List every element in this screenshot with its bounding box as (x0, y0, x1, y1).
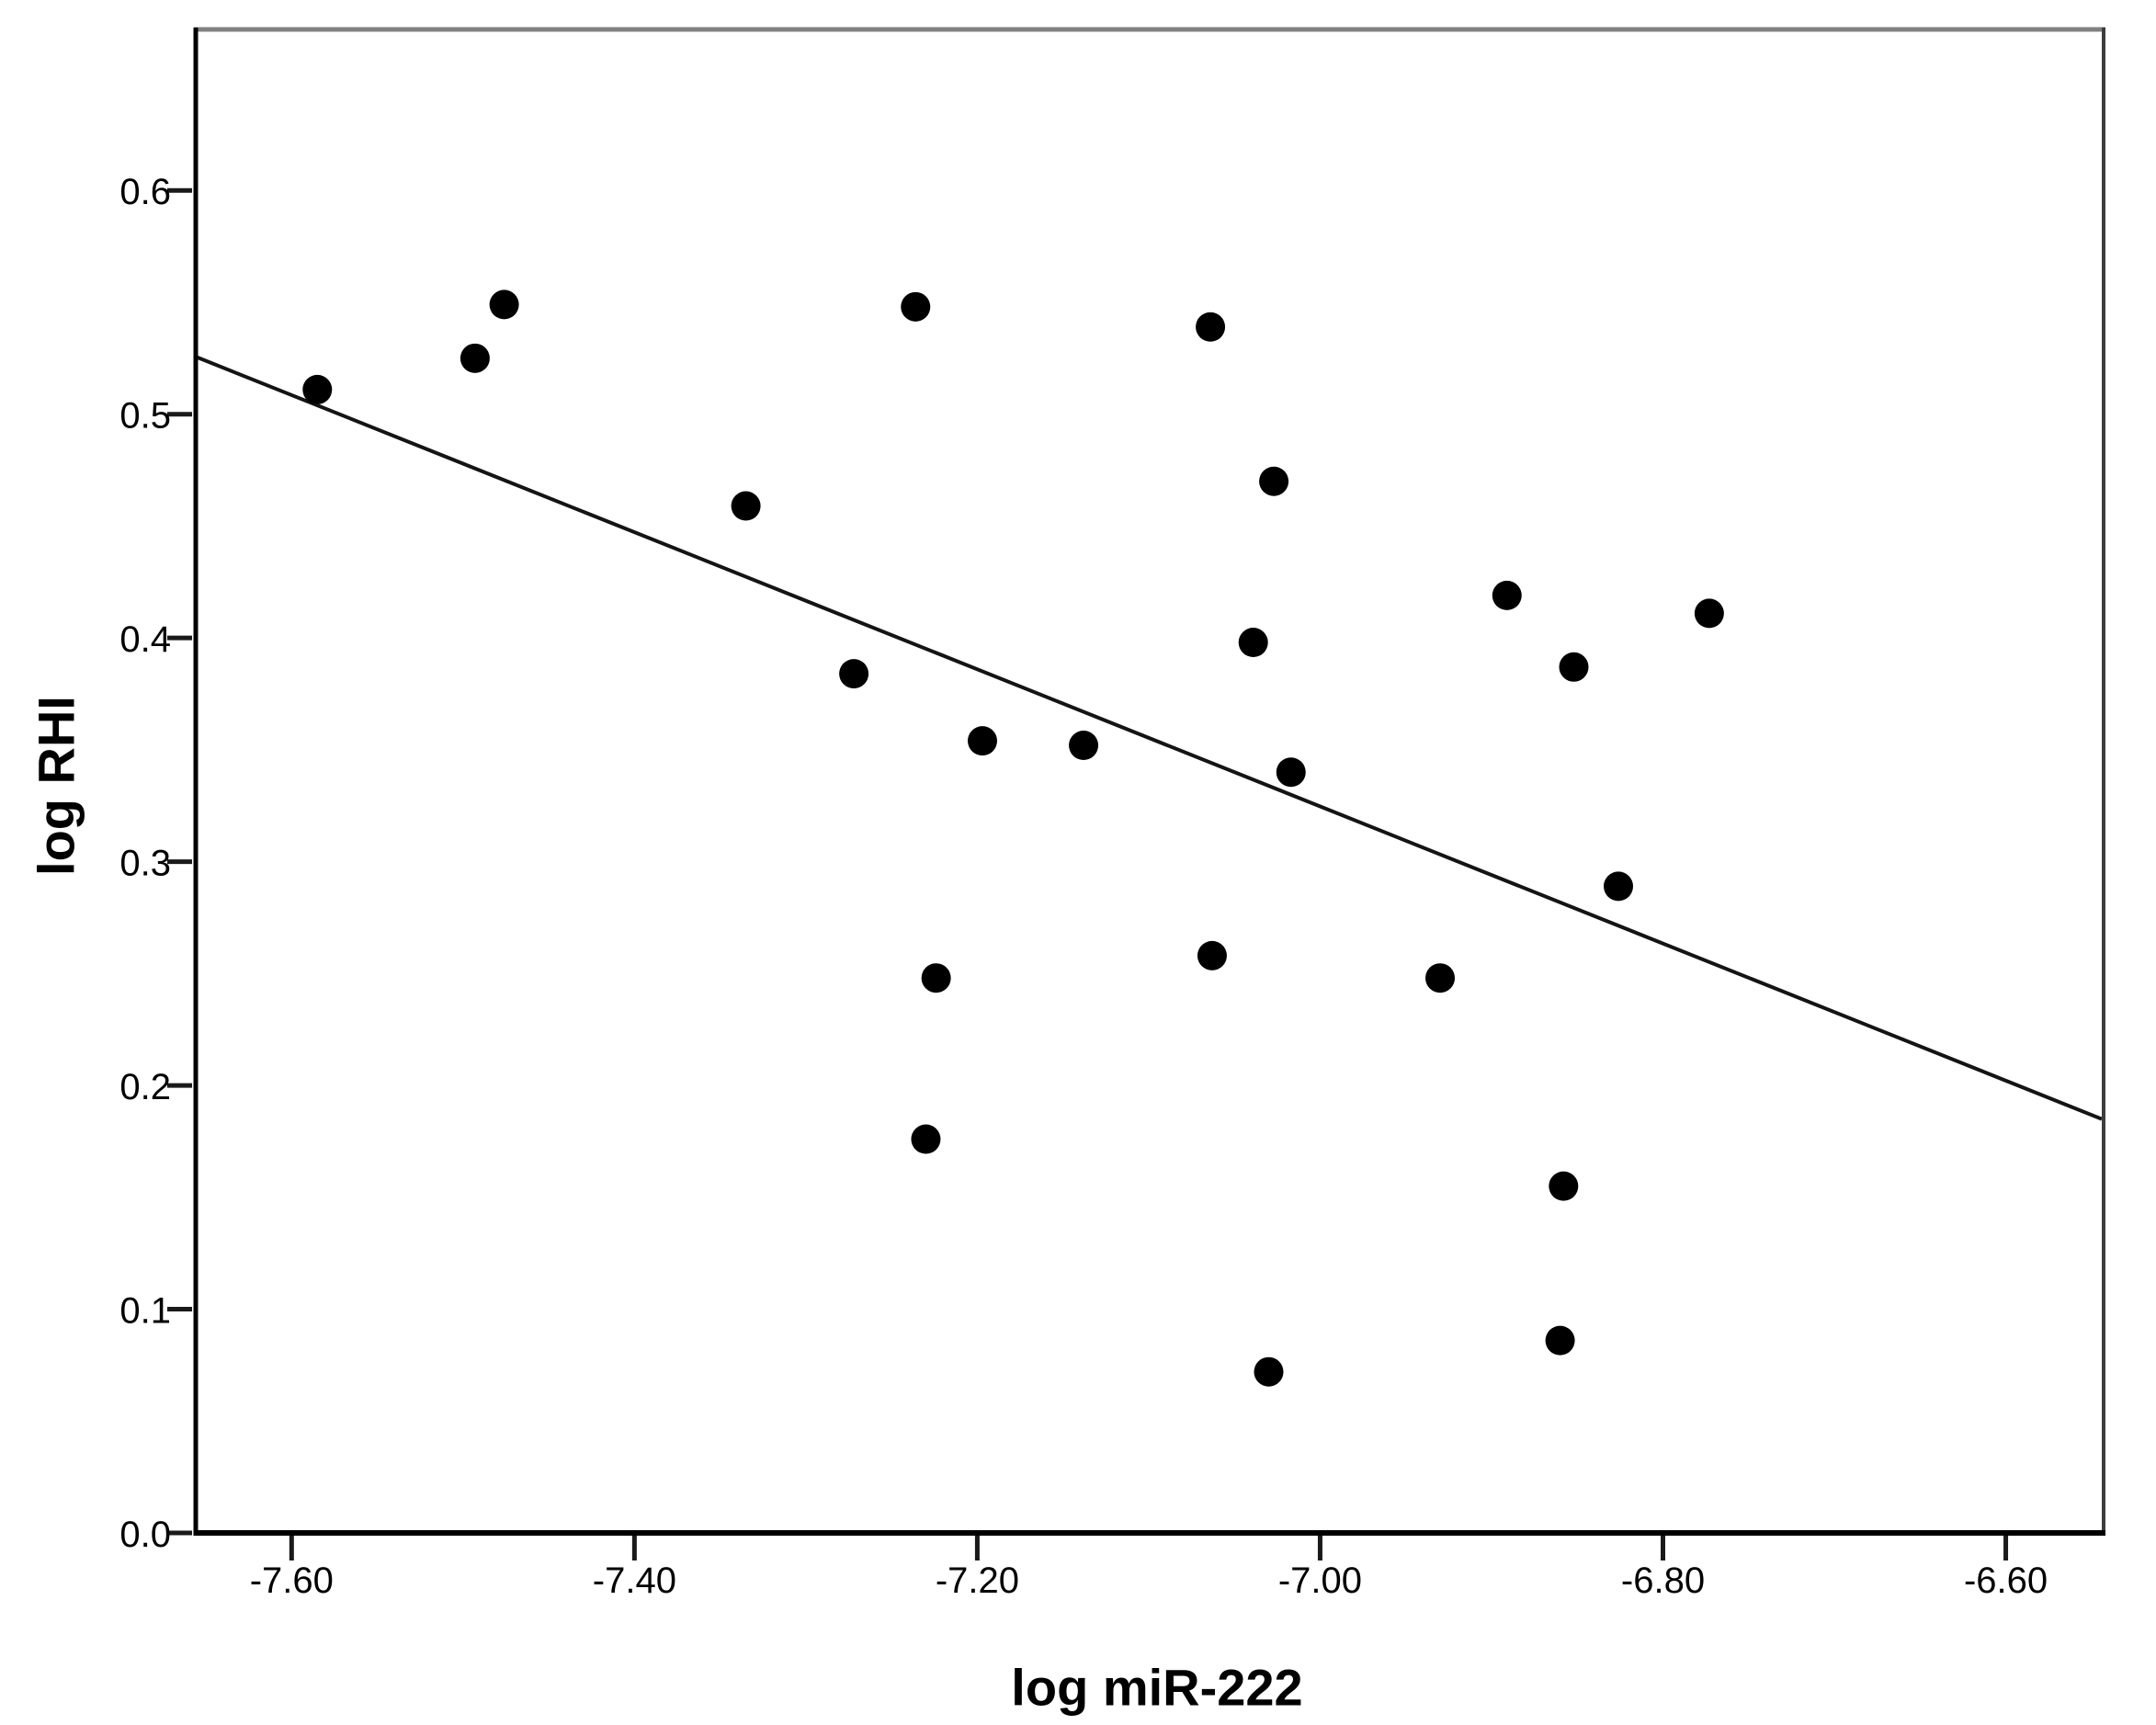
data-point (1492, 580, 1522, 610)
data-point (1604, 871, 1634, 902)
data-point (968, 726, 998, 756)
y-tick-label: 0.6 (119, 172, 171, 212)
data-point (901, 291, 931, 322)
data-point (489, 289, 519, 320)
data-point (302, 374, 333, 404)
x-tick-label: -7.00 (1278, 1560, 1362, 1601)
regression-line (193, 354, 2103, 1121)
x-tick-label: -7.60 (250, 1560, 334, 1601)
y-tick-label: 0.0 (119, 1515, 171, 1555)
x-tick-label: -6.60 (1964, 1560, 2048, 1601)
data-point (731, 491, 761, 521)
data-point (921, 963, 951, 993)
x-tick-label: -7.40 (593, 1560, 676, 1601)
data-point (1559, 652, 1589, 682)
y-axis-title: log RHI (27, 696, 85, 876)
data-point (1545, 1325, 1575, 1356)
x-tick-label: -7.20 (936, 1560, 1019, 1601)
data-point (1238, 628, 1268, 658)
data-point (1425, 963, 1456, 993)
data-point (1254, 1356, 1284, 1387)
data-point (839, 659, 869, 689)
x-axis-title: log miR-222 (1011, 1658, 1303, 1717)
y-tick-label: 0.4 (119, 619, 171, 660)
y-tick-label: 0.3 (119, 844, 171, 884)
data-point (1197, 940, 1227, 970)
y-tick-label: 0.5 (119, 396, 171, 437)
data-point (1196, 312, 1226, 342)
y-tick-label: 0.1 (119, 1291, 171, 1332)
data-point (460, 343, 490, 373)
data-point (911, 1124, 941, 1154)
data-point (1549, 1171, 1579, 1201)
plot-area (194, 28, 2102, 1533)
data-point (1259, 466, 1289, 496)
x-tick-label: -6.80 (1621, 1560, 1705, 1601)
data-point (1069, 731, 1099, 761)
y-tick-label: 0.2 (119, 1067, 171, 1107)
data-point (1694, 598, 1724, 629)
data-point (1276, 757, 1306, 788)
